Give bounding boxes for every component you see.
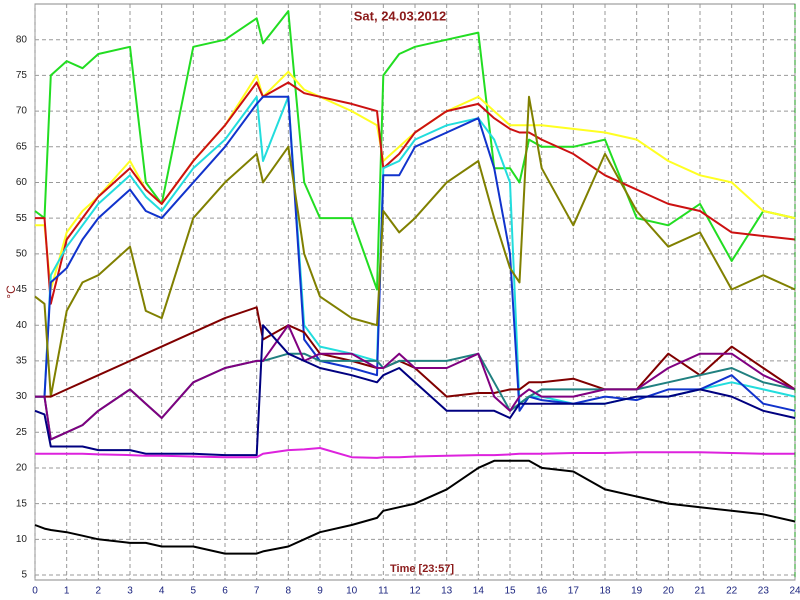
x-tick-label: 24	[789, 586, 800, 597]
series-lines	[34, 10, 796, 555]
y-tick-label: 10	[16, 534, 28, 545]
y-tick-label: 40	[16, 320, 28, 331]
y-tick-label: 60	[16, 177, 28, 188]
series-line	[34, 10, 796, 291]
x-tick-label: 12	[409, 586, 421, 597]
x-tick-label: 11	[378, 586, 389, 597]
x-tick-label: 13	[441, 586, 453, 597]
series-line	[34, 324, 796, 457]
x-tick-label: 2	[96, 586, 102, 597]
x-tick-label: 4	[159, 586, 165, 597]
y-tick-label: 15	[16, 498, 28, 509]
chart-title: Sat, 24.03.2012	[354, 8, 447, 23]
x-tick-label: 14	[473, 586, 485, 597]
series-line	[35, 81, 796, 305]
series-line	[35, 447, 795, 459]
x-axis-label: Time [23:57]	[390, 563, 454, 575]
y-axis-label: °C	[4, 285, 18, 299]
y-tick-label: 75	[16, 70, 28, 81]
y-tick-label: 30	[16, 391, 28, 402]
x-tick-label: 22	[726, 586, 738, 597]
y-tick-label: 70	[16, 106, 28, 117]
x-tick-label: 23	[758, 586, 770, 597]
y-tick-label: 45	[16, 284, 28, 295]
x-tick-label: 8	[286, 586, 292, 597]
x-tick-label: 20	[663, 586, 675, 597]
x-tick-label: 9	[317, 586, 323, 597]
y-tick-label: 20	[16, 463, 28, 474]
x-tick-label: 0	[32, 586, 38, 597]
x-tick-label: 6	[222, 586, 228, 597]
x-tick-label: 10	[346, 586, 358, 597]
y-tick-label: 50	[16, 248, 28, 259]
y-tick-label: 25	[16, 427, 28, 438]
y-tick-label: 80	[16, 34, 28, 45]
x-tick-label: 7	[254, 586, 260, 597]
series-line	[35, 324, 796, 441]
x-tick-label: 21	[694, 586, 706, 597]
y-tick-label: 35	[16, 356, 28, 367]
x-tick-label: 19	[631, 586, 643, 597]
x-tick-label: 17	[568, 586, 580, 597]
x-tick-label: 3	[127, 586, 133, 597]
x-tick-label: 18	[599, 586, 611, 597]
x-tick-label: 15	[504, 586, 516, 597]
y-tick-label: 5	[21, 570, 27, 581]
y-tick-label: 65	[16, 141, 28, 152]
series-line	[34, 459, 796, 555]
x-tick-label: 16	[536, 586, 548, 597]
series-line	[34, 95, 796, 398]
x-tick-label: 5	[191, 586, 197, 597]
y-tick-label: 55	[16, 213, 28, 224]
x-tick-label: 1	[64, 586, 70, 597]
